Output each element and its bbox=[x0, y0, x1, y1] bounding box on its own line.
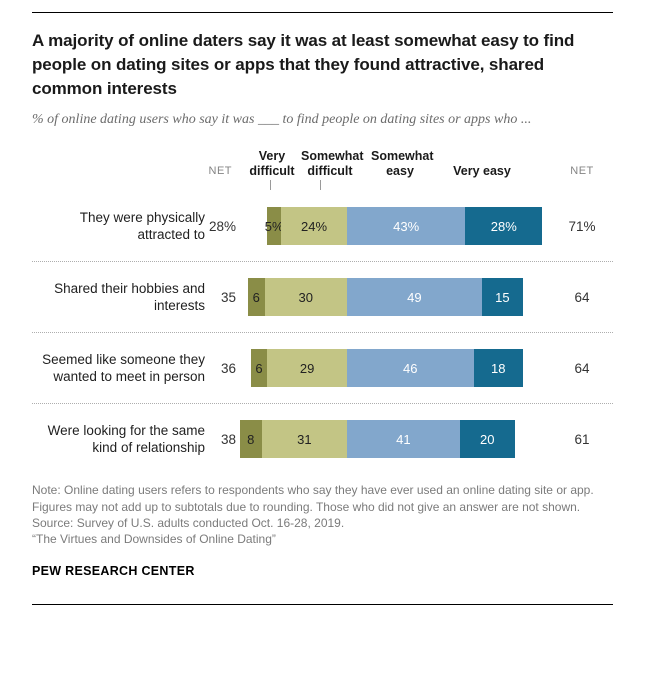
bar-segment-somewhat-difficult: 29 bbox=[267, 349, 347, 388]
chart-row: Seemed like someone they wanted to meet … bbox=[32, 333, 613, 405]
bar-segment-very-easy: 28% bbox=[465, 207, 543, 246]
stacked-bar-chart: NET NET Very difficult Somewhat difficult… bbox=[32, 142, 613, 474]
bar-segment-very-easy: 20 bbox=[459, 420, 515, 459]
bottom-divider bbox=[32, 603, 613, 605]
chart-row: Were looking for the same kind of relati… bbox=[32, 404, 613, 474]
header-tick-marks bbox=[32, 178, 613, 191]
bar-segment-very-difficult: 8 bbox=[239, 420, 262, 459]
net-header-left: NET bbox=[208, 165, 232, 178]
footnote-block: Note: Online dating users refers to resp… bbox=[32, 482, 610, 547]
net-difficult-value: 35 bbox=[220, 289, 236, 305]
net-easy-value: 71% bbox=[568, 218, 596, 234]
net-difficult-value: 36 bbox=[220, 360, 236, 376]
chart-row: They were physically attracted to 28% 5% 24… bbox=[32, 191, 613, 263]
chart-rows: They were physically attracted to 28% 5% 24… bbox=[32, 191, 613, 474]
bar-stack: 8 31 41 20 bbox=[239, 420, 551, 459]
bar-segment-somewhat-difficult: 24% bbox=[281, 207, 347, 246]
bar-segment-very-difficult: 6 bbox=[250, 349, 268, 388]
net-easy-value: 64 bbox=[574, 360, 590, 376]
bar-segment-somewhat-difficult: 30 bbox=[264, 278, 347, 317]
tick-mark bbox=[320, 180, 321, 191]
column-header-very-easy: Very easy bbox=[453, 163, 511, 178]
bar-stack: 6 30 49 15 bbox=[239, 278, 551, 317]
bar-segment-somewhat-easy: 41 bbox=[347, 420, 460, 459]
bar-stack: 6 29 46 18 bbox=[239, 349, 551, 388]
row-label: Seemed like someone they wanted to meet … bbox=[42, 351, 205, 385]
bar-segment-very-difficult: 5% bbox=[265, 207, 284, 246]
bar-segment-very-easy: 18 bbox=[473, 349, 523, 388]
chart-subtitle: % of online dating users who say it was … bbox=[32, 112, 532, 128]
row-label: They were physically attracted to bbox=[79, 209, 205, 243]
bar-segment-very-easy: 15 bbox=[481, 278, 523, 317]
note-text: Note: Online dating users refers to resp… bbox=[32, 483, 594, 514]
bar-segment-very-difficult: 6 bbox=[248, 278, 265, 317]
net-header-right: NET bbox=[570, 165, 594, 178]
tick-mark bbox=[270, 180, 271, 191]
bar-segment-somewhat-easy: 49 bbox=[347, 278, 482, 317]
bar-segment-somewhat-easy: 43% bbox=[347, 207, 466, 246]
net-difficult-value: 38 bbox=[220, 431, 236, 447]
bar-stack: 5% 24% 43% 28% bbox=[239, 207, 551, 246]
top-divider bbox=[32, 12, 613, 13]
net-easy-value: 61 bbox=[574, 431, 590, 447]
row-label: Shared their hobbies and interests bbox=[54, 280, 205, 314]
source-text: Source: Survey of U.S. adults conducted … bbox=[32, 515, 345, 530]
brand-wordmark: PEW RESEARCH CENTER bbox=[32, 563, 195, 578]
bar-segment-somewhat-easy: 46 bbox=[347, 349, 474, 388]
column-header-somewhat-easy: Somewhat easy bbox=[371, 148, 434, 178]
page: A majority of online daters say it was a… bbox=[0, 12, 645, 605]
column-headers: NET NET Very difficult Somewhat difficult… bbox=[32, 142, 613, 178]
column-header-somewhat-difficult: Somewhat difficult bbox=[301, 148, 364, 178]
column-header-very-difficult: Very difficult bbox=[249, 148, 295, 178]
chart-row: Shared their hobbies and interests 35 6 30 4… bbox=[32, 262, 613, 334]
report-title-text: “The Virtues and Downsides of Online Dat… bbox=[32, 532, 276, 547]
net-difficult-value: 28% bbox=[208, 218, 236, 234]
net-easy-value: 64 bbox=[574, 289, 590, 305]
bar-segment-somewhat-difficult: 31 bbox=[261, 420, 347, 459]
row-label: Were looking for the same kind of relati… bbox=[47, 422, 205, 456]
chart-title: A majority of online daters say it was a… bbox=[32, 31, 575, 99]
